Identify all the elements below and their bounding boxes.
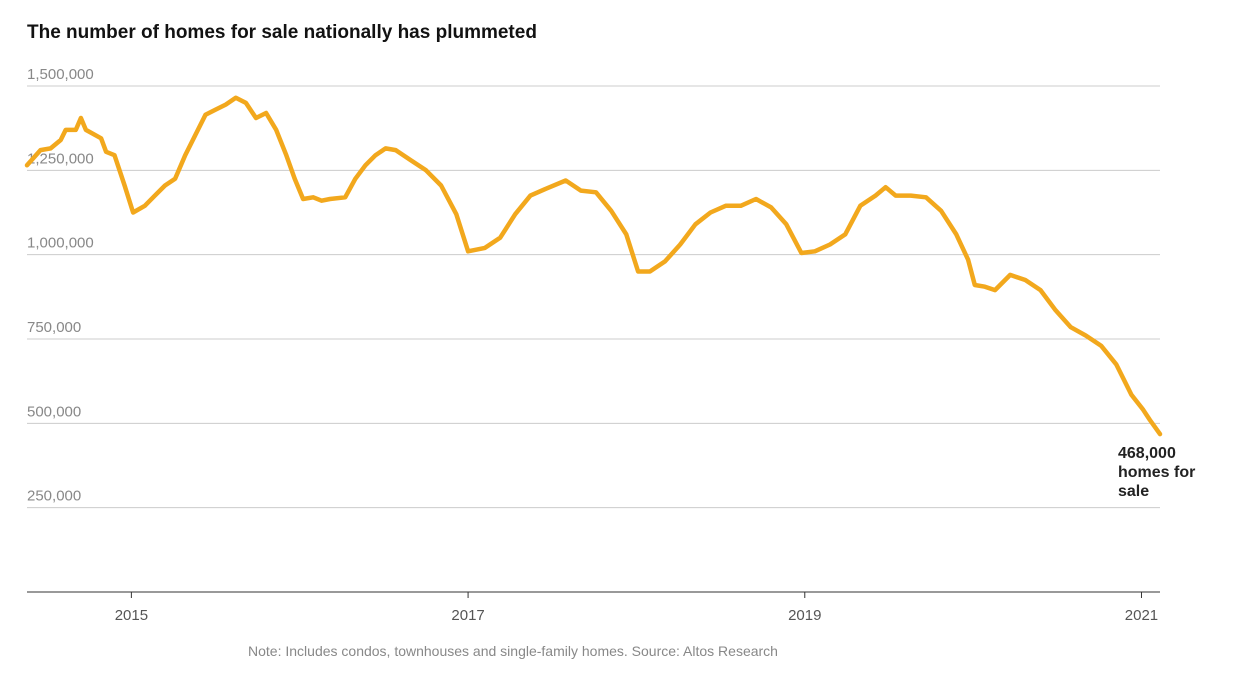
y-tick-label: 1,000,000 (27, 235, 94, 252)
y-tick-label: 500,000 (27, 403, 81, 420)
y-tick-label: 1,500,000 (27, 66, 94, 83)
x-tick-label: 2019 (788, 607, 821, 624)
y-tick-label: 250,000 (27, 488, 81, 505)
chart-note: Note: Includes condos, townhouses and si… (248, 643, 778, 659)
annotation: sale (1118, 483, 1149, 500)
line (24, 95, 1163, 437)
annotation: homes for (1118, 464, 1195, 481)
x-tick-label: 2017 (451, 607, 484, 624)
y-tick-label: 1,250,000 (27, 150, 94, 167)
chart-title: The number of homes for sale nationally … (27, 22, 537, 43)
annotation: 468,000 (1118, 445, 1176, 462)
y-tick-label: 750,000 (27, 319, 81, 336)
x-tick-label: 2015 (115, 607, 148, 624)
x-tick-label: 2021 (1125, 607, 1158, 624)
